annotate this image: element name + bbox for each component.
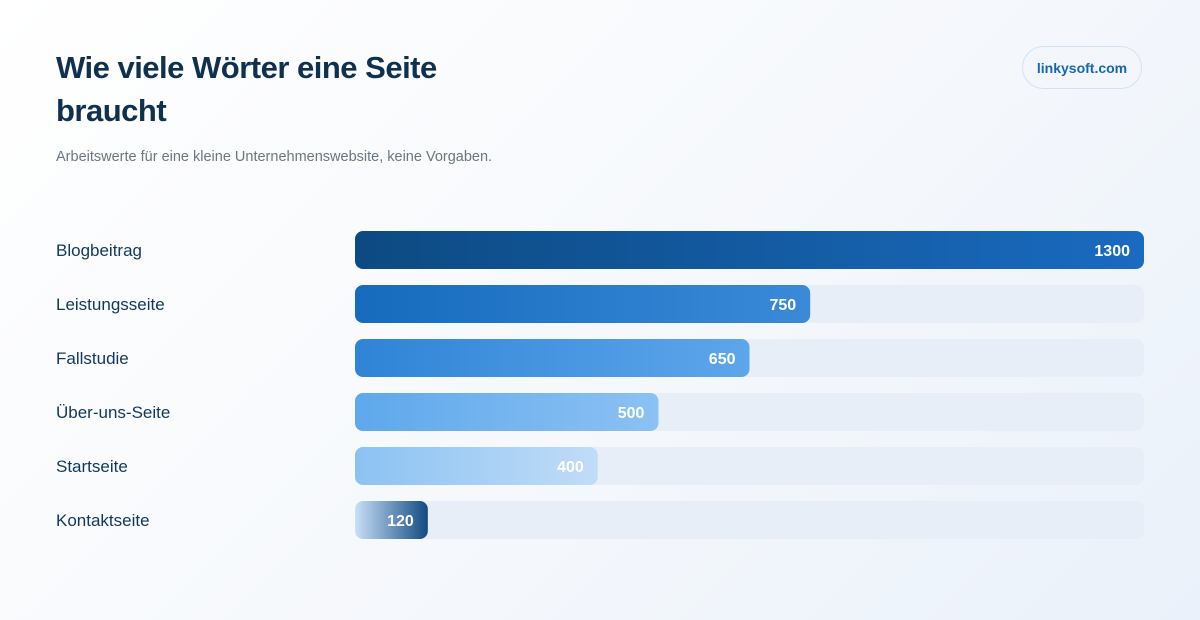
bar-track bbox=[355, 501, 1144, 539]
brand-link[interactable]: linkysoft.com bbox=[1022, 46, 1142, 89]
category-label: Leistungsseite bbox=[56, 295, 165, 314]
bar-value-label: 650 bbox=[709, 351, 736, 368]
page-subtitle: Arbeitswerte für eine kleine Unternehmen… bbox=[56, 149, 493, 165]
bar bbox=[355, 447, 598, 485]
bar-value-label: 500 bbox=[618, 405, 645, 422]
bar bbox=[355, 285, 811, 323]
bar-value-label: 1300 bbox=[1094, 243, 1130, 260]
bar-value-label: 400 bbox=[557, 459, 584, 476]
category-label: Kontaktseite bbox=[56, 511, 150, 530]
bar bbox=[355, 501, 428, 539]
bar bbox=[355, 231, 1144, 269]
category-label: Startseite bbox=[56, 457, 128, 476]
category-label: Fallstudie bbox=[56, 349, 129, 368]
category-label: Über-uns-Seite bbox=[56, 403, 170, 422]
page-title: Wie viele Wörter eine Seite braucht bbox=[56, 50, 437, 128]
bar-value-label: 750 bbox=[769, 297, 796, 314]
bar-value-label: 120 bbox=[387, 513, 414, 530]
category-label: Blogbeitrag bbox=[56, 241, 142, 260]
bar bbox=[355, 339, 750, 377]
bar bbox=[355, 393, 659, 431]
